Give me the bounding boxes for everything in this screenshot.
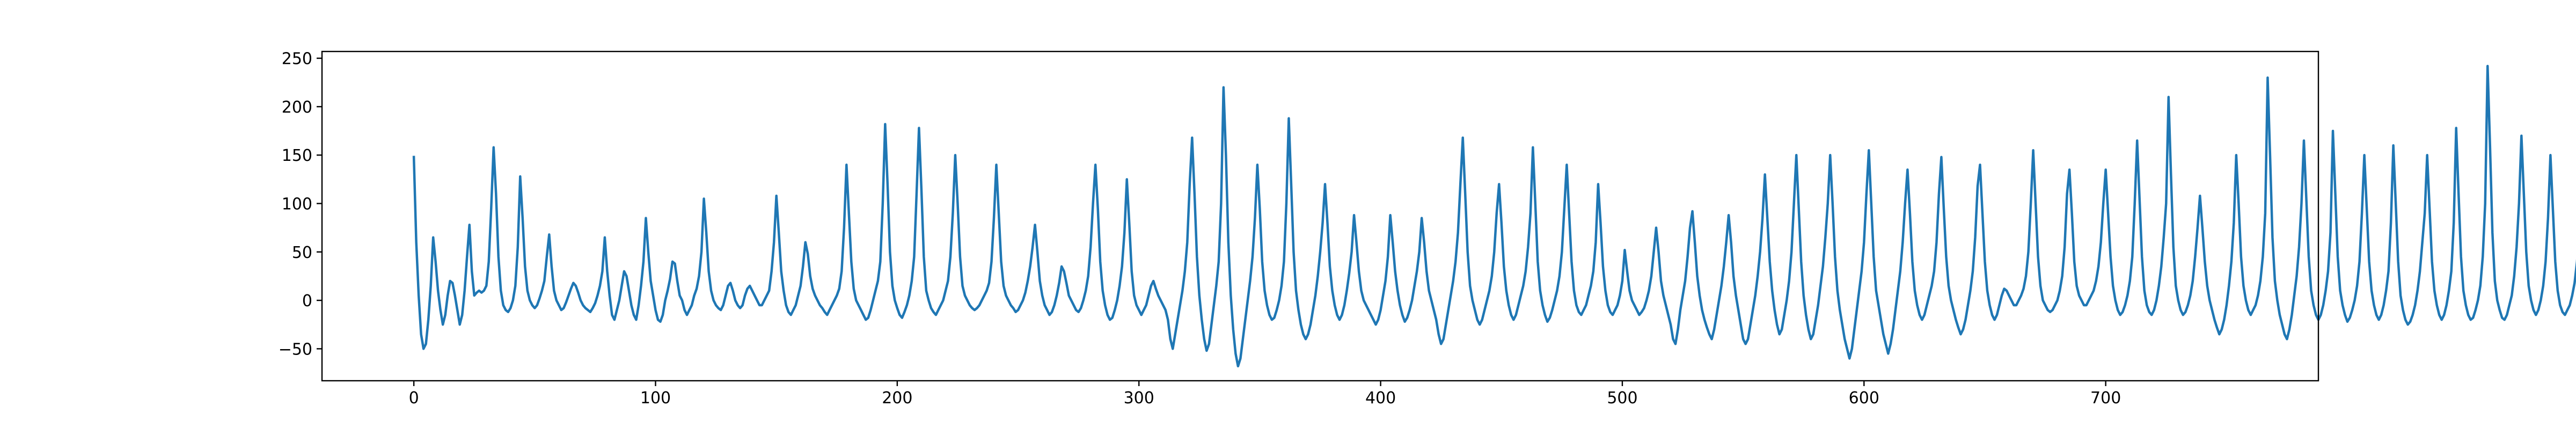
- x-tick-label: 700: [2090, 389, 2121, 408]
- y-tick-label: −50: [279, 340, 312, 359]
- y-axis: −50 0 50 100 150 200 250: [279, 50, 322, 359]
- x-tick-label: 200: [882, 389, 912, 408]
- x-tick-label: 500: [1607, 389, 1637, 408]
- x-tick-label: 600: [1849, 389, 1879, 408]
- y-tick-label: 100: [282, 195, 312, 214]
- x-axis: 0 100 200 300 400 500 600 700: [409, 381, 2121, 408]
- x-tick-label: 100: [640, 389, 671, 408]
- x-tick-label: 300: [1124, 389, 1154, 408]
- y-tick-label: 50: [292, 243, 312, 262]
- y-tick-label: 250: [282, 50, 312, 69]
- y-tick-label: 150: [282, 146, 312, 165]
- y-tick-label: 200: [282, 98, 312, 117]
- x-tick-label: 0: [409, 389, 419, 408]
- series-line-1: [412, 64, 2576, 368]
- plot-area: [412, 64, 2576, 368]
- x-tick-label: 400: [1365, 389, 1396, 408]
- y-tick-label: 0: [302, 292, 312, 310]
- axes-frame: [321, 50, 2319, 382]
